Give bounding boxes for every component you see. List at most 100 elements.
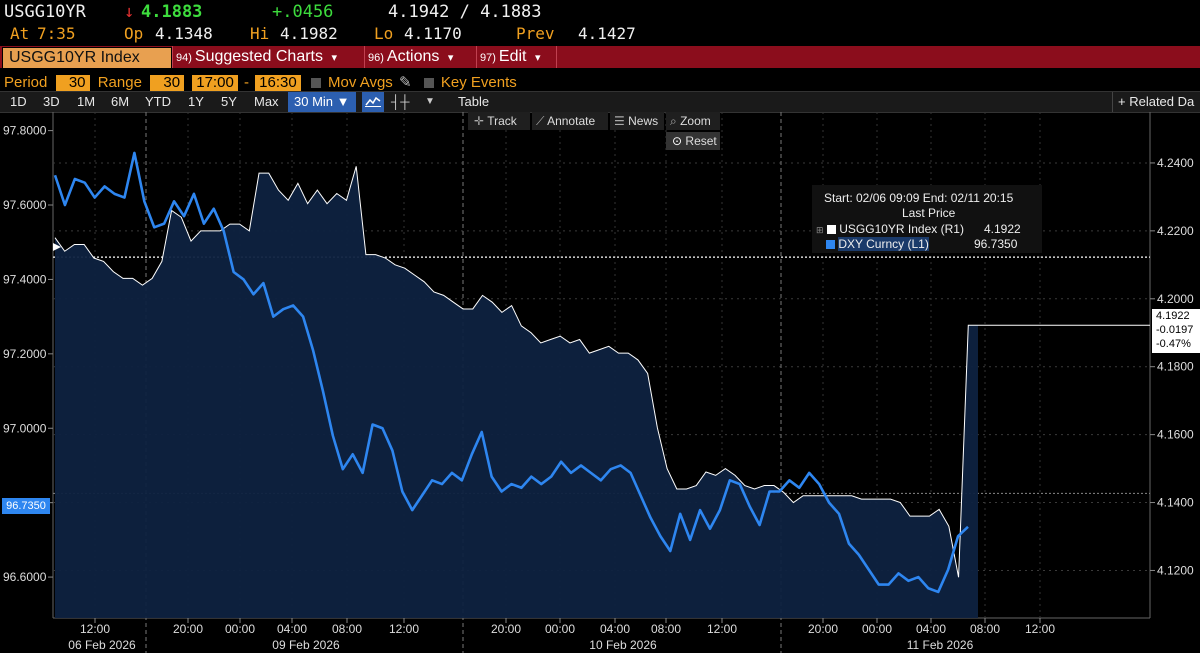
x-tick-label: 20:00: [491, 622, 521, 636]
time-separator: -: [243, 74, 249, 91]
table-button[interactable]: Table: [458, 94, 490, 109]
bid-ask: 4.1942 / 4.1883: [388, 2, 542, 22]
actions-menu[interactable]: 96) Actions ▾: [368, 46, 453, 68]
right-tick-label: 4.2000: [1157, 292, 1194, 306]
legend-swatch: [826, 240, 835, 249]
right-tick-label: 4.1800: [1157, 360, 1194, 374]
range-1d-button[interactable]: 1D: [10, 94, 27, 109]
chevron-down-icon: ▾: [447, 52, 454, 64]
legend-series-name: DXY Curncy (L1): [838, 237, 929, 251]
crosshair-icon: ✛: [474, 114, 485, 128]
mov-avgs-checkbox[interactable]: [310, 78, 321, 88]
chart-legend[interactable]: Start: 02/06 09:09 End: 02/11 20:15 Last…: [812, 185, 1042, 253]
key-events-checkbox[interactable]: [423, 78, 434, 88]
prev-label: Prev: [516, 24, 555, 43]
legend-row: DXY Curncy (L1) 96.7350: [826, 237, 1036, 251]
right-current-tag: 4.1922 -0.0197 -0.47%: [1152, 309, 1200, 353]
menu-label: Edit: [498, 48, 527, 65]
left-tick-label: 97.2000: [3, 347, 47, 361]
key-events-label: Key Events: [440, 74, 517, 91]
x-tick-label: 08:00: [332, 622, 362, 636]
chevron-down-icon: ▾: [534, 52, 541, 64]
x-tick-label: 04:00: [277, 622, 307, 636]
range-5y-button[interactable]: 5Y: [221, 94, 237, 109]
period-field[interactable]: 30: [55, 75, 90, 91]
right-current-value: 4.1922: [1156, 310, 1190, 322]
annotate-button[interactable]: ⟋ Annotate: [532, 112, 608, 130]
range-ytd-button[interactable]: YTD: [145, 94, 171, 109]
line-chart-icon[interactable]: [362, 92, 384, 112]
yield-area-fill: [55, 166, 978, 618]
dxy-line: [53, 151, 969, 594]
right-current-change: -0.0197: [1156, 324, 1194, 336]
legend-title: Last Price: [902, 206, 956, 220]
range-field[interactable]: 30: [150, 75, 185, 91]
yield-line: [54, 166, 1150, 578]
security-field[interactable]: USGG10YR Index: [2, 47, 172, 69]
zoom-button[interactable]: ⌕ Zoom: [666, 112, 720, 130]
left-tick-label: 97.4000: [3, 272, 47, 286]
x-tick-label: 00:00: [862, 622, 892, 636]
right-tick-label: 4.1200: [1157, 563, 1194, 577]
menu-label: Actions: [386, 48, 440, 65]
x-tick-label: 12:00: [1025, 622, 1055, 636]
x-tick-label: 20:00: [808, 622, 838, 636]
end-time-field[interactable]: 16:30: [255, 75, 301, 91]
left-tick-label: 97.0000: [3, 421, 47, 435]
track-label: Track: [487, 114, 517, 128]
search-icon: ⌕: [670, 114, 677, 128]
down-arrow-icon: ↓: [124, 2, 135, 22]
open-label: Op: [124, 24, 144, 43]
range-6m-button[interactable]: 6M: [111, 94, 130, 109]
reset-button[interactable]: ⊙ Reset: [666, 132, 720, 150]
track-button[interactable]: ✛ Track: [468, 112, 530, 130]
at-label: At: [10, 24, 30, 43]
news-button[interactable]: ☰ News: [610, 112, 664, 130]
news-icon: ☰: [614, 114, 625, 128]
annotate-icon: ⟋: [536, 114, 545, 128]
range-max-button[interactable]: Max: [254, 94, 279, 109]
ticker[interactable]: USGG10YR: [4, 2, 86, 22]
suggested-charts-menu[interactable]: 94) Suggested Charts ▾: [176, 46, 337, 68]
candlestick-icon[interactable]: ┤┼: [391, 94, 410, 109]
x-tick-label: 04:00: [600, 622, 630, 636]
chevron-down-icon[interactable]: ▼: [425, 96, 435, 107]
legend-swatch: [826, 225, 836, 234]
last-price: 4.1883: [141, 2, 203, 22]
range-1y-button[interactable]: 1Y: [188, 94, 204, 109]
right-axis: 4.2400 4.2200 4.2000 4.1800 4.1600 4.1400 4.12…: [1150, 156, 1194, 577]
series-lines: [53, 151, 1150, 594]
legend-range: Start: 02/06 09:09 End: 02/11 20:15: [824, 191, 1014, 205]
range-label: Range: [97, 74, 142, 91]
start-time-field[interactable]: 17:00: [192, 75, 238, 91]
expand-icon[interactable]: ⊞: [816, 225, 824, 235]
low-label: Lo: [374, 24, 394, 43]
right-tick-label: 4.2400: [1157, 156, 1194, 170]
open-value: 4.1348: [155, 24, 213, 43]
interval-dropdown[interactable]: 30 Min ▼: [288, 92, 356, 112]
news-label: News: [628, 114, 659, 128]
mov-avgs-label: Mov Avgs: [328, 74, 393, 91]
legend-series-value: 96.7350: [974, 237, 1018, 251]
yield-area: [55, 166, 978, 618]
right-tick-label: 4.2200: [1157, 224, 1194, 238]
x-tick-label: 00:00: [225, 622, 255, 636]
pencil-icon[interactable]: ✎: [398, 74, 412, 91]
related-data-button[interactable]: + Related Da: [1118, 94, 1195, 109]
legend-row: ⊞ USGG10YR Index (R1) 4.1922: [816, 222, 1036, 236]
menu-label: Suggested Charts: [194, 48, 323, 65]
left-tick-label: 97.8000: [3, 124, 47, 138]
x-axis: 12:00 20:00 00:00 04:00 08:00 12:00 20:00 00:00…: [68, 618, 1055, 652]
right-tick-label: 4.1600: [1157, 428, 1194, 442]
range-3d-button[interactable]: 3D: [43, 94, 60, 109]
range-1m-button[interactable]: 1M: [77, 94, 96, 109]
x-tick-label: 08:00: [651, 622, 681, 636]
toolbar-divider: [1112, 92, 1113, 112]
x-tick-label: 12:00: [389, 622, 419, 636]
x-tick-label: 04:00: [916, 622, 946, 636]
menu-divider: [476, 46, 477, 68]
low-value: 4.1170: [404, 24, 462, 43]
edit-menu[interactable]: 97) Edit ▾: [480, 46, 540, 68]
menu-divider: [364, 46, 365, 68]
